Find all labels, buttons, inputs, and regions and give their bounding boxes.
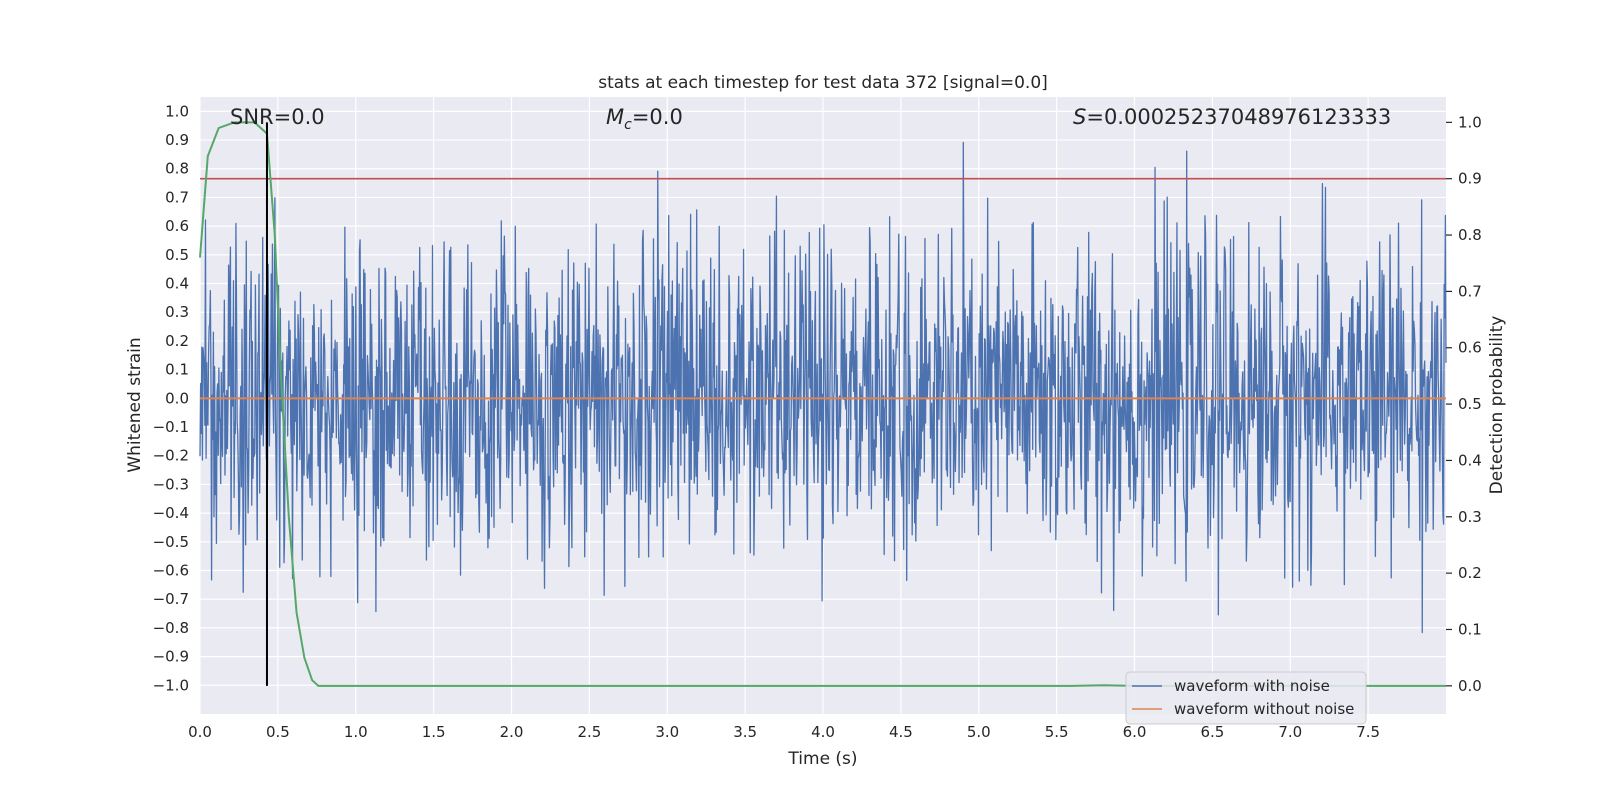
y2-axis-ticks: 1.0 0.9 0.8 0.7 0.6 0.5 0.4 0.3 0.2 0.1 0.0 <box>1446 113 1482 695</box>
y-tick-label-2: 0.8 <box>165 160 189 178</box>
y-tick-label-13: −0.3 <box>153 475 189 493</box>
overlay-lines <box>199 121 1446 687</box>
legend-box <box>1125 671 1367 725</box>
y-tick-label-15: −0.5 <box>153 533 189 551</box>
y-tick-label-6: 0.4 <box>165 275 189 293</box>
chirp-mass-annotation: Mc=0.0 <box>606 105 683 133</box>
y2-tick-label-0: 1.0 <box>1458 113 1482 131</box>
y-tick-label-11: −0.1 <box>153 418 189 436</box>
y2-tick-label-2: 0.8 <box>1458 226 1482 244</box>
chirp-mass-value: =0.0 <box>632 105 683 129</box>
y-tick-label-4: 0.6 <box>165 217 189 235</box>
noise-series <box>199 141 1447 634</box>
y2-tick-label-3: 0.7 <box>1458 282 1482 300</box>
x-tick-label-3: 1.5 <box>422 723 446 741</box>
x-axis-ticks: 0.0 0.5 1.0 1.5 2.0 2.5 3.0 3.5 4.0 4.5 5.0 5.5 6.0 6… <box>188 723 1380 741</box>
x-tick-label-4: 2.0 <box>500 723 524 741</box>
x-tick-label-2: 1.0 <box>344 723 368 741</box>
y-tick-label-12: −0.2 <box>153 447 189 465</box>
legend-label-clean: waveform without noise <box>1174 700 1354 718</box>
y-axis-label: Whitened strain <box>125 337 145 472</box>
x-tick-label-7: 3.5 <box>733 723 757 741</box>
s-symbol: S <box>1073 105 1086 129</box>
y2-tick-label-4: 0.6 <box>1458 339 1482 357</box>
y-axis-ticks: 1.0 0.9 0.8 0.7 0.6 0.5 0.4 0.3 0.2 0.1 0.0 −0.1 −0.… <box>153 102 189 694</box>
x-tick-label-8: 4.0 <box>811 723 835 741</box>
y-tick-label-7: 0.3 <box>165 303 189 321</box>
x-tick-label-15: 7.5 <box>1356 723 1380 741</box>
series-detection-probability <box>199 121 1446 687</box>
y-tick-label-8: 0.2 <box>165 332 189 350</box>
y-tick-label-0: 1.0 <box>165 102 189 120</box>
legend: waveform with noise waveform without noi… <box>1125 671 1367 725</box>
chirp-mass-symbol: M <box>606 105 624 129</box>
y-tick-label-16: −0.6 <box>153 562 189 580</box>
series-waveform-with-noise <box>199 141 1447 634</box>
chirp-mass-subscript: c <box>624 117 632 133</box>
y-tick-label-19: −0.9 <box>153 648 189 666</box>
x-tick-label-1: 0.5 <box>266 723 290 741</box>
y-tick-label-1: 0.9 <box>165 131 189 149</box>
x-tick-label-9: 4.5 <box>889 723 913 741</box>
y2-tick-label-7: 0.3 <box>1458 508 1482 526</box>
y-tick-label-9: 0.1 <box>165 361 189 379</box>
y-tick-label-5: 0.5 <box>165 246 189 264</box>
legend-label-noise: waveform with noise <box>1174 677 1330 695</box>
y2-tick-label-8: 0.2 <box>1458 564 1482 582</box>
x-tick-label-10: 5.0 <box>967 723 991 741</box>
x-tick-label-0: 0.0 <box>188 723 212 741</box>
y-tick-label-17: −0.7 <box>153 590 189 608</box>
x-axis-label: Time (s) <box>787 749 857 769</box>
x-tick-label-5: 2.5 <box>577 723 601 741</box>
x-tick-label-14: 7.0 <box>1278 723 1302 741</box>
y-tick-label-14: −0.4 <box>153 504 189 522</box>
chart-title: stats at each timestep for test data 372… <box>598 73 1048 93</box>
x-tick-label-6: 3.0 <box>655 723 679 741</box>
y2-axis-label: Detection probability <box>1487 316 1507 495</box>
y2-tick-label-9: 0.1 <box>1458 620 1482 638</box>
y2-tick-label-1: 0.9 <box>1458 170 1482 188</box>
s-annotation: S=0.00025237048976123333 <box>1073 105 1391 129</box>
y-tick-label-18: −0.8 <box>153 619 189 637</box>
y-tick-label-3: 0.7 <box>165 188 189 206</box>
y2-tick-label-5: 0.5 <box>1458 395 1482 413</box>
x-tick-label-12: 6.0 <box>1123 723 1147 741</box>
y-tick-label-10: 0.0 <box>165 389 189 407</box>
snr-annotation: SNR=0.0 <box>230 105 325 129</box>
s-value: =0.00025237048976123333 <box>1086 105 1391 129</box>
x-tick-label-13: 6.5 <box>1200 723 1224 741</box>
x-tick-label-11: 5.5 <box>1045 723 1069 741</box>
y2-tick-label-10: 0.0 <box>1458 677 1482 695</box>
y2-tick-label-6: 0.4 <box>1458 451 1482 469</box>
y-tick-label-20: −1.0 <box>153 676 189 694</box>
